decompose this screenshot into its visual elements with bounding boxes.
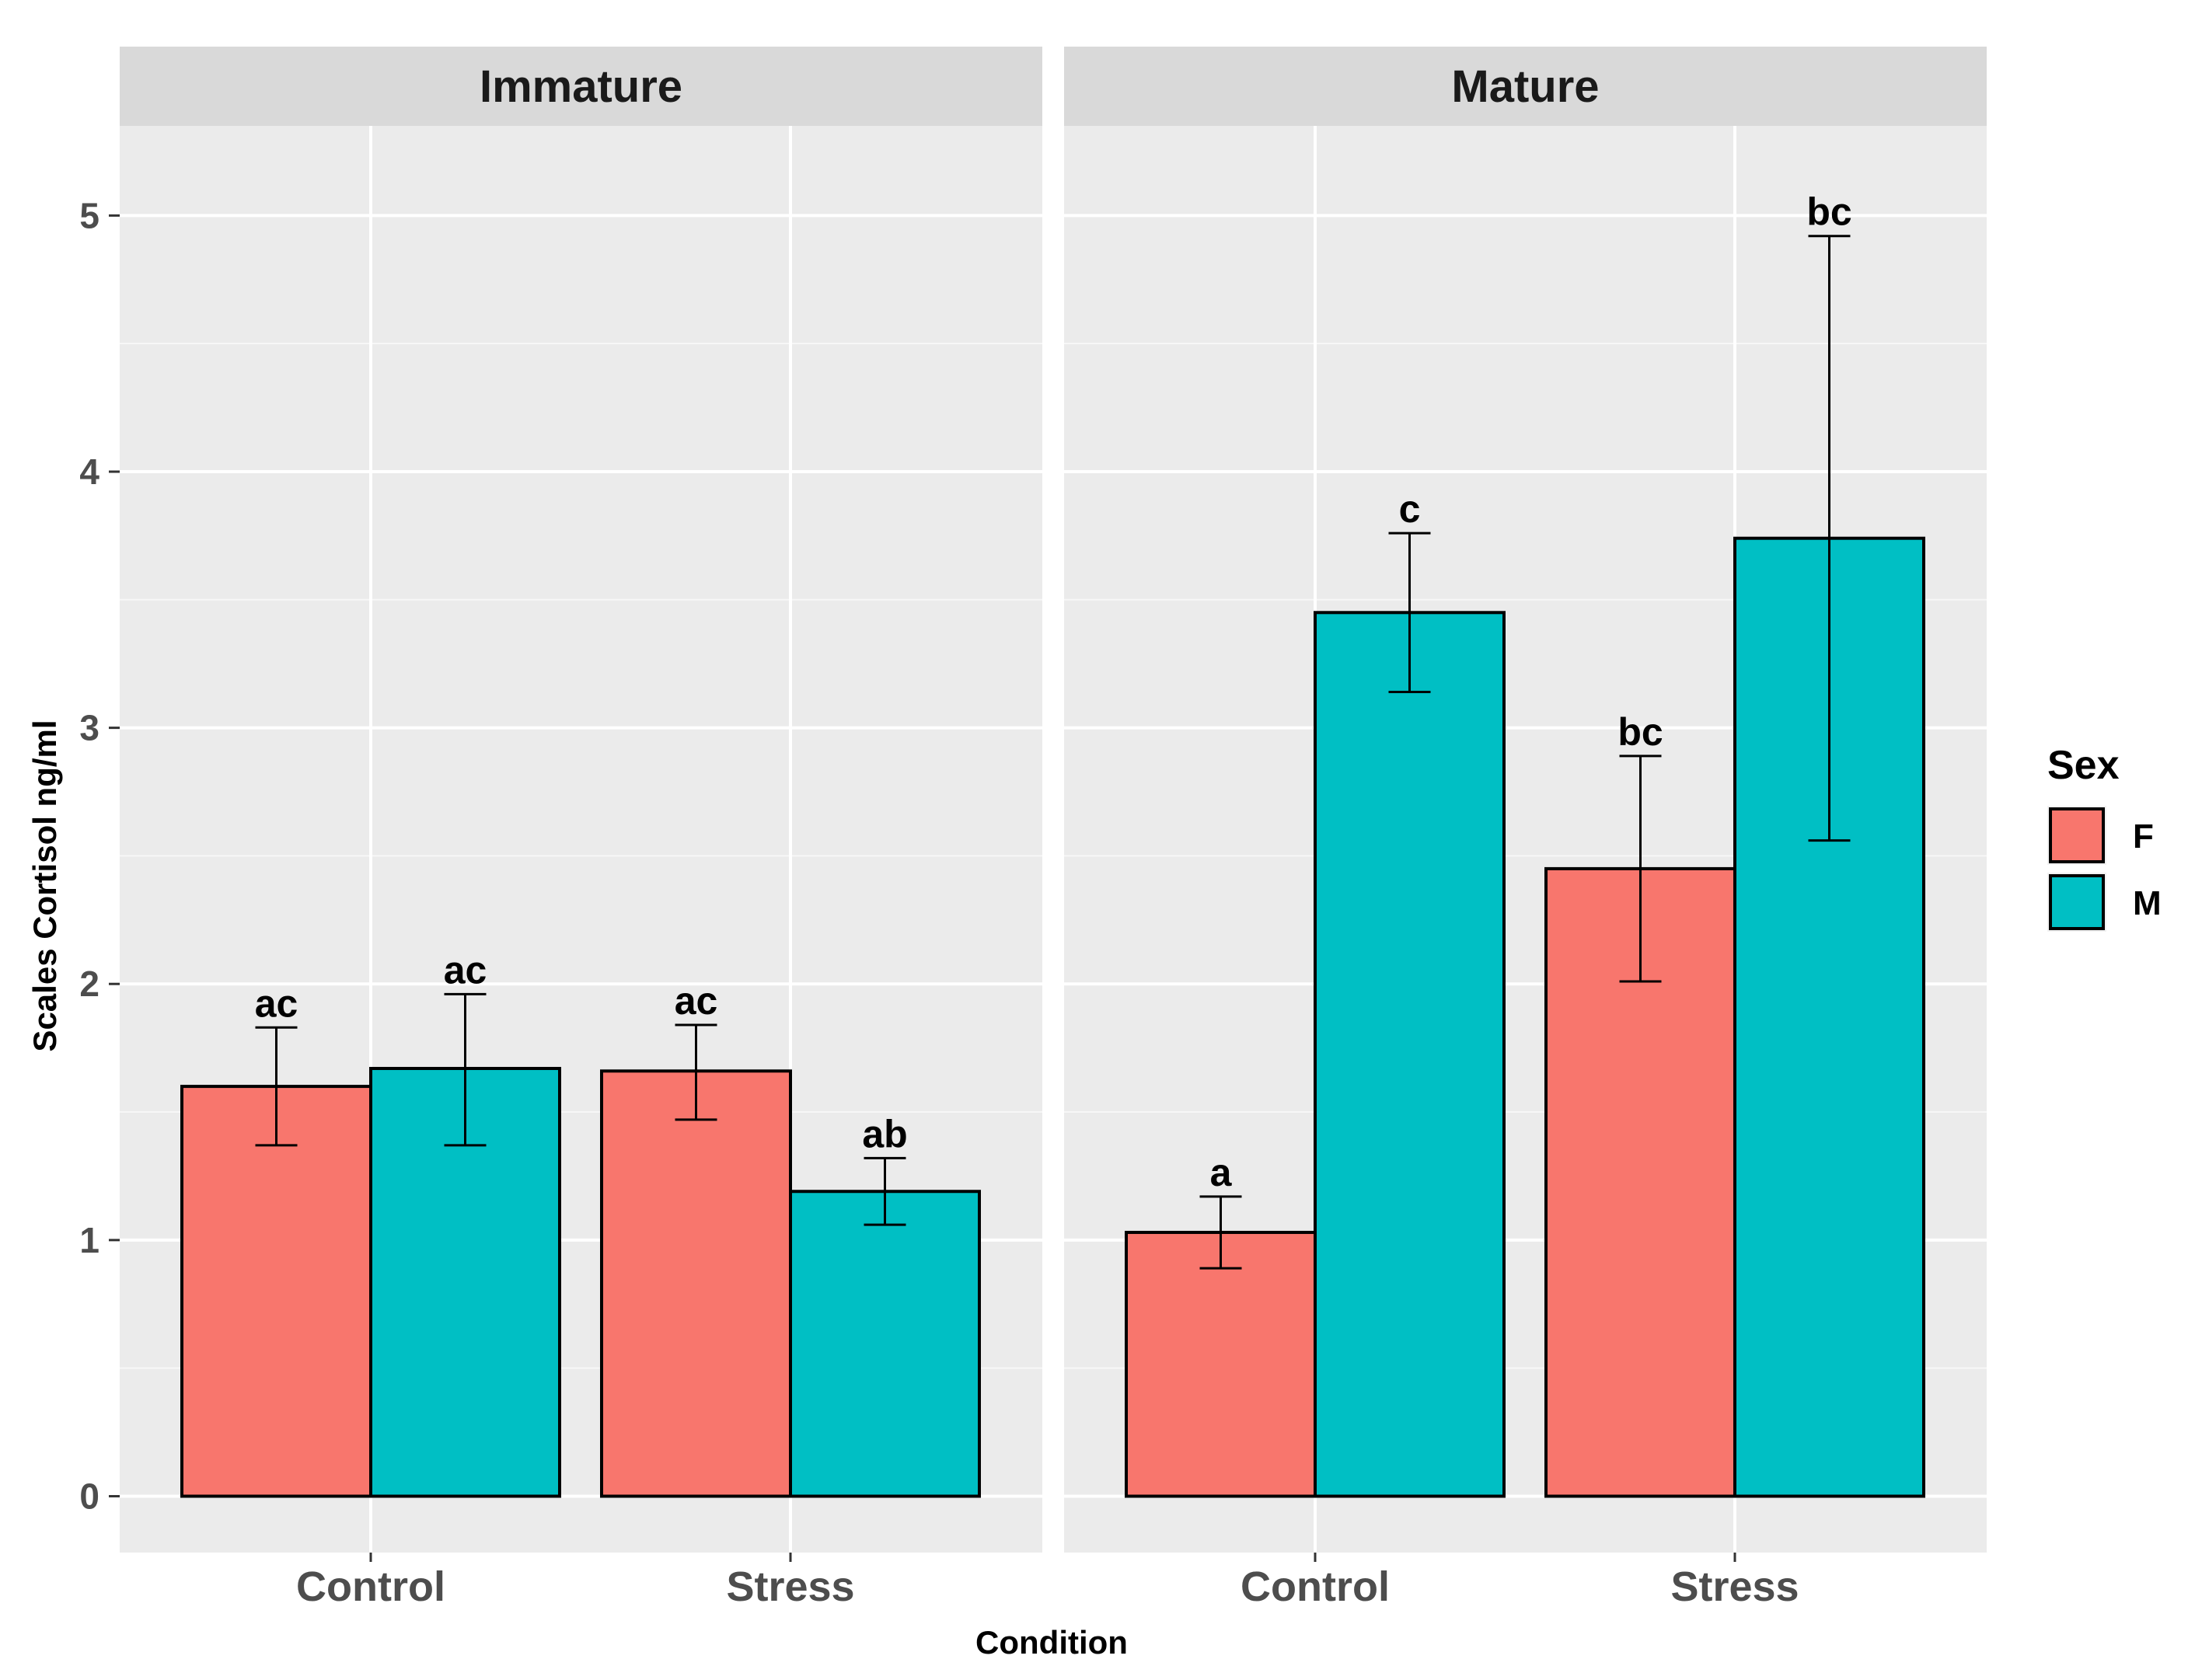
error-bar bbox=[675, 1023, 717, 1121]
error-bar bbox=[1808, 235, 1851, 842]
bar-mature-control-m bbox=[1314, 611, 1506, 1498]
bar-immature-stress-f bbox=[600, 1069, 792, 1498]
error-bar bbox=[864, 1156, 906, 1226]
significance-label: bc bbox=[1806, 190, 1851, 234]
x-tick-label: Control bbox=[296, 1563, 445, 1610]
facet-strip-label: Immature bbox=[480, 61, 682, 112]
significance-label: ac bbox=[255, 981, 298, 1025]
y-tick-label: 3 bbox=[79, 708, 99, 748]
significance-label: bc bbox=[1617, 710, 1663, 754]
y-tick-label: 4 bbox=[79, 451, 99, 492]
bar-mature-control-f bbox=[1125, 1230, 1317, 1498]
significance-label: ab bbox=[862, 1112, 907, 1155]
error-bar bbox=[1199, 1195, 1242, 1270]
legend-label: F bbox=[2133, 817, 2154, 856]
y-tick-label: 0 bbox=[79, 1476, 99, 1516]
y-axis: 0 1 2 3 4 5 bbox=[79, 195, 120, 1516]
y-axis-title: Scales Cortisol ng/ml bbox=[26, 720, 63, 1051]
legend-swatch bbox=[2049, 807, 2105, 863]
y-tick-label: 2 bbox=[79, 964, 99, 1004]
x-tick-label: Control bbox=[1241, 1563, 1390, 1610]
legend-title: Sex bbox=[2047, 743, 2120, 788]
facet-strip bbox=[120, 47, 1042, 126]
significance-label: a bbox=[1210, 1151, 1233, 1194]
bar-immature-stress-m bbox=[789, 1190, 981, 1498]
y-tick-label: 1 bbox=[79, 1220, 99, 1260]
error-bar bbox=[255, 1026, 298, 1147]
significance-label: ac bbox=[675, 979, 718, 1023]
significance-label: c bbox=[1399, 487, 1421, 531]
legend-swatch bbox=[2049, 874, 2105, 930]
x-axis-title: Condition bbox=[975, 1624, 1128, 1661]
x-tick-label: Stress bbox=[1670, 1563, 1799, 1610]
bar-immature-control-f bbox=[180, 1085, 372, 1498]
facet-strip bbox=[1064, 47, 1987, 126]
error-bar bbox=[1388, 532, 1431, 693]
panel-immature: Immature ac ac ac ab Control Stress bbox=[120, 47, 1042, 1610]
legend: Sex FM bbox=[2047, 743, 2162, 932]
panel-mature: Mature a c bc bc Control Stress bbox=[1064, 47, 1987, 1610]
significance-label: ac bbox=[444, 948, 487, 992]
legend-label: M bbox=[2133, 884, 2162, 922]
legend-item-m: M bbox=[2047, 873, 2162, 932]
y-tick-label: 5 bbox=[79, 195, 99, 235]
error-bar bbox=[1619, 755, 1662, 983]
facet-strip-label: Mature bbox=[1451, 61, 1599, 112]
legend-item-f: F bbox=[2047, 806, 2154, 865]
error-bar bbox=[444, 992, 487, 1147]
x-tick-label: Stress bbox=[726, 1563, 854, 1610]
